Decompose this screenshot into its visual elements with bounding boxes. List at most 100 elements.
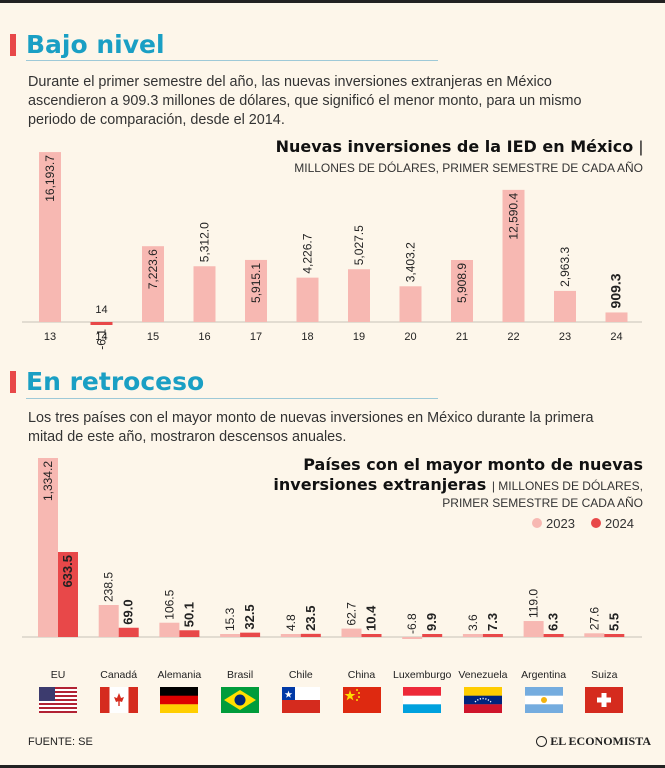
brazil-flag-icon — [221, 687, 260, 713]
chart1-bar — [90, 322, 113, 325]
us-flag-icon — [39, 687, 77, 713]
chart2-bar-2023 — [462, 634, 483, 637]
chart2-bar-2023 — [159, 622, 180, 637]
legend-label-2023: 2023 — [546, 516, 575, 531]
chart2-value-label-2023: 4.8 — [284, 614, 298, 631]
country-label: Argentina — [521, 669, 567, 681]
chart1-category-label-top: 14 — [95, 304, 107, 316]
brand-name: EL ECONOMISTA — [550, 734, 651, 748]
country-label: Canadá — [100, 669, 138, 681]
chart2-value-label-2024: 32.5 — [242, 604, 257, 629]
country-label: Luxemburgo — [393, 669, 452, 681]
chart2-bar-2023 — [280, 634, 301, 637]
paragraph-line: Los tres países con el mayor monto de nu… — [28, 410, 594, 426]
chart2-value-label-2024: 10.4 — [364, 605, 379, 631]
chart2-bar-2023 — [98, 605, 119, 637]
section1-paragraph: Durante el primer semestre del año, las … — [28, 73, 582, 130]
chart2-value-label-2024: 69.0 — [121, 599, 136, 624]
chart2-bar-2024 — [240, 632, 261, 637]
chart2-value-label-2023: 1,334.2 — [41, 461, 55, 501]
legend-swatch-2024 — [591, 518, 601, 528]
chart2-bar-2024 — [361, 634, 382, 637]
section1-header: Bajo nivel — [10, 30, 165, 59]
chart1-value-label: 12,590.4 — [507, 193, 521, 240]
chart1-value-label: 5,915.1 — [249, 263, 263, 303]
chart1-bar — [554, 290, 576, 322]
section2-accent — [10, 370, 16, 393]
country-flags-row: EU Canadá Alemania Brasil Chile China Luxembur… — [0, 665, 665, 725]
brand-mark-icon — [536, 736, 548, 747]
source-note: FUENTE: SE — [28, 736, 93, 748]
section1-title: Bajo nivel — [26, 30, 165, 59]
chart2-value-label-2024: 5.5 — [606, 613, 621, 631]
country-label: EU — [50, 669, 66, 681]
chart2-subtitle-line1: | MILLONES DE DÓLARES, — [491, 479, 643, 493]
chart2-bar-2023 — [402, 637, 423, 639]
chart2-title-line1: Países con el mayor monto de nuevas — [303, 455, 643, 474]
chart1-category-label: 16 — [198, 331, 210, 343]
paragraph-line: Durante el primer semestre del año, las … — [28, 74, 552, 90]
country-label: Suiza — [591, 669, 618, 681]
luxembourg-flag-icon — [403, 687, 442, 713]
legend-swatch-2023 — [532, 518, 542, 528]
country-label: Alemania — [157, 669, 202, 681]
chart1-value-label: 7,223.6 — [146, 249, 160, 289]
section1-accent — [10, 33, 16, 56]
germany-flag-icon — [160, 687, 199, 713]
chart1-value-label: 909.3 — [608, 273, 624, 308]
chart1-category-label: 14 — [95, 331, 107, 343]
chart1-subtitle: MILLONES DE DÓLARES, PRIMER SEMESTRE DE … — [294, 161, 643, 175]
chart2-subtitle-line2: PRIMER SEMESTRE DE CADA AÑO — [442, 496, 643, 510]
chart1-bar — [605, 312, 628, 322]
chart2-value-label-2023: -6.8 — [405, 613, 419, 634]
chart1-value-label: 5,908.9 — [455, 263, 469, 303]
switzerland-flag-icon — [585, 687, 624, 713]
paragraph-line: ascendieron a 909.3 millones de dólares,… — [28, 93, 582, 109]
chart2-bar-2024 — [300, 633, 321, 637]
chart1-title-separator: | — [638, 139, 643, 156]
chart1-value-label: 16,193.7 — [43, 155, 57, 202]
chart1-category-label: 23 — [559, 331, 571, 343]
chart1-value-label: 3,403.2 — [404, 242, 418, 282]
chart1-value-label: 5,312.0 — [198, 222, 212, 262]
chart2-bar-2023 — [584, 633, 605, 637]
argentina-flag-icon — [524, 687, 563, 713]
chart1-value-label: 4,226.7 — [301, 233, 315, 273]
brand-logo: EL ECONOMISTA — [536, 734, 651, 749]
chart2-value-label-2023: 3.6 — [466, 614, 480, 631]
chart2-bar-2023 — [38, 458, 58, 637]
chart1-title-text: Nuevas inversiones de la IED en México — [275, 137, 634, 156]
chart2-bar-2023 — [341, 628, 362, 637]
chart1-category-label: 13 — [44, 331, 56, 343]
chart2-value-label-2024: 633.5 — [60, 555, 75, 588]
section1-rule — [26, 60, 438, 61]
chart1-category-label: 22 — [507, 331, 519, 343]
chart1-bar — [193, 266, 216, 322]
chart2-value-label-2023: 119.0 — [527, 589, 541, 618]
chart2-value-label-2024: 9.9 — [424, 613, 439, 631]
chart1-category-label: 15 — [147, 331, 159, 343]
chart2-bar-2024 — [604, 634, 625, 637]
chart2-value-label-2023: 62.7 — [345, 602, 359, 626]
chart2-value-label-2023: 27.6 — [587, 607, 601, 631]
chart1-category-label: 24 — [610, 331, 622, 343]
chart2: 2023 2024 1,334.2 633.5 238.5 69.0 106.5 50.1 15… — [22, 458, 642, 639]
chart2-value-label-2024: 7.3 — [485, 613, 500, 631]
chile-flag-icon — [281, 687, 320, 713]
chart1-category-label: 20 — [404, 331, 416, 343]
chart1-bar — [296, 277, 319, 322]
chart1-category-label: 18 — [301, 331, 313, 343]
chart1-value-label: -6.1 — [95, 329, 109, 350]
canada-flag-icon — [99, 687, 138, 713]
chart2-bar-2024 — [543, 634, 564, 637]
legend-label-2024: 2024 — [605, 516, 634, 531]
chart1-value-label: 2,963.3 — [558, 247, 572, 287]
chart1-category-label: 21 — [456, 331, 468, 343]
chart2-title: Países con el mayor monto de nuevas inve… — [273, 455, 643, 496]
chart2-bar-2024 — [482, 634, 503, 637]
chart1-category-label: 19 — [353, 331, 365, 343]
chart2-bar-2024 — [422, 634, 443, 637]
china-flag-icon — [342, 687, 381, 713]
chart2-value-label-2024: 23.5 — [303, 606, 318, 631]
